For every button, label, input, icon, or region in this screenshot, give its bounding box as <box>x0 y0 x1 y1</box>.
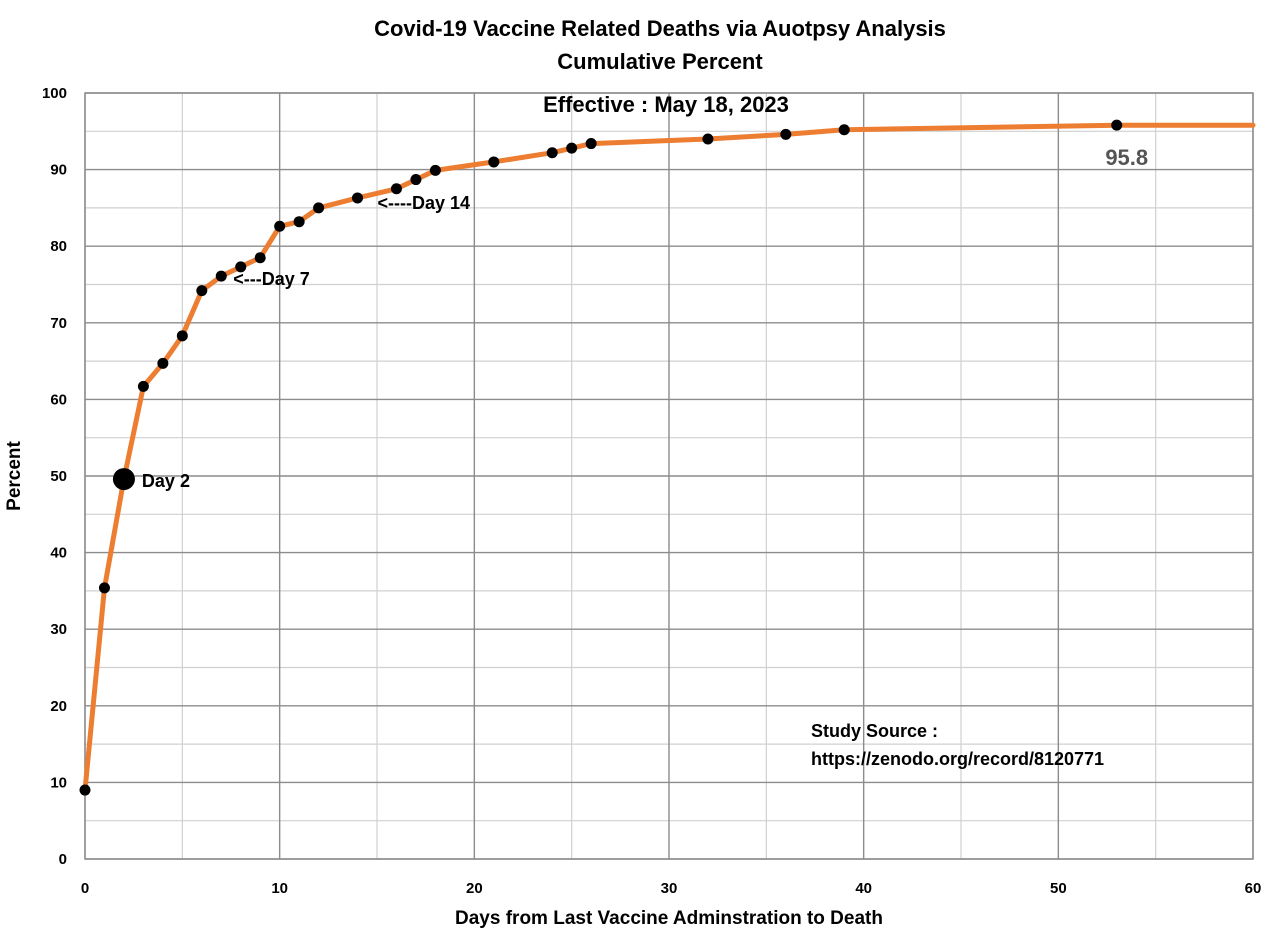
data-point <box>254 252 266 264</box>
study-source-label: Study Source : <box>811 721 938 741</box>
series-line <box>82 122 1256 793</box>
data-point <box>98 582 110 594</box>
y-tick-label: 0 <box>59 851 67 868</box>
x-tick-label: 20 <box>466 880 483 897</box>
chart-subtitle: Cumulative Percent <box>557 49 763 74</box>
effective-date-note: Effective : May 18, 2023 <box>543 92 789 117</box>
annotation-day-14: <----Day 14 <box>378 193 471 213</box>
data-point <box>546 147 558 159</box>
data-point <box>79 784 91 796</box>
x-tick-label: 0 <box>81 880 89 897</box>
annotations: Day 2 <---Day 7 <----Day 14 95.8 <box>142 145 1148 491</box>
grid <box>84 92 1254 860</box>
tick-labels: 0 10 20 30 40 50 60 0 10 20 30 40 50 60 70 80 90 100 <box>42 85 1261 897</box>
annotation-day-7: <---Day 7 <box>233 269 310 289</box>
y-tick-label: 90 <box>50 162 67 179</box>
y-tick-label: 50 <box>50 468 67 485</box>
data-point <box>585 138 597 150</box>
series <box>79 119 1256 796</box>
x-tick-label: 10 <box>271 880 288 897</box>
y-tick-label: 100 <box>42 85 67 102</box>
data-point <box>313 202 325 214</box>
y-tick-label: 60 <box>50 391 67 408</box>
x-tick-label: 50 <box>1050 880 1067 897</box>
x-tick-label: 40 <box>855 880 872 897</box>
x-tick-label: 60 <box>1245 880 1262 897</box>
data-point <box>157 357 169 369</box>
y-axis-label: Percent <box>4 440 25 510</box>
data-point <box>702 133 714 145</box>
chart-title: Covid-19 Vaccine Related Deaths via Auot… <box>374 16 946 41</box>
data-point <box>215 270 227 282</box>
data-point <box>196 285 208 297</box>
data-point <box>566 142 578 154</box>
data-point <box>293 216 305 228</box>
highlight-point-day-2 <box>112 468 135 491</box>
data-point <box>137 380 149 392</box>
data-point <box>235 261 247 273</box>
y-tick-label: 70 <box>50 315 67 332</box>
last-value-label: 95.8 <box>1105 145 1148 170</box>
data-point <box>429 164 441 176</box>
y-tick-label: 20 <box>50 698 67 715</box>
data-point <box>390 183 402 195</box>
study-source-url: https://zenodo.org/record/8120771 <box>811 749 1104 769</box>
data-point <box>176 330 188 342</box>
y-tick-label: 40 <box>50 545 67 562</box>
y-tick-label: 30 <box>50 621 67 638</box>
y-tick-label: 80 <box>50 238 67 255</box>
x-axis-label: Days from Last Vaccine Adminstration to … <box>455 908 883 929</box>
data-point <box>352 192 364 204</box>
annotation-day-2: Day 2 <box>142 471 190 491</box>
data-point <box>410 174 422 186</box>
data-point <box>274 220 286 232</box>
data-point <box>780 128 792 140</box>
data-point <box>838 124 850 136</box>
data-point <box>488 156 500 168</box>
data-point <box>1111 119 1123 131</box>
x-tick-label: 30 <box>661 880 678 897</box>
y-tick-label: 10 <box>50 774 67 791</box>
plot-border <box>84 92 1254 860</box>
